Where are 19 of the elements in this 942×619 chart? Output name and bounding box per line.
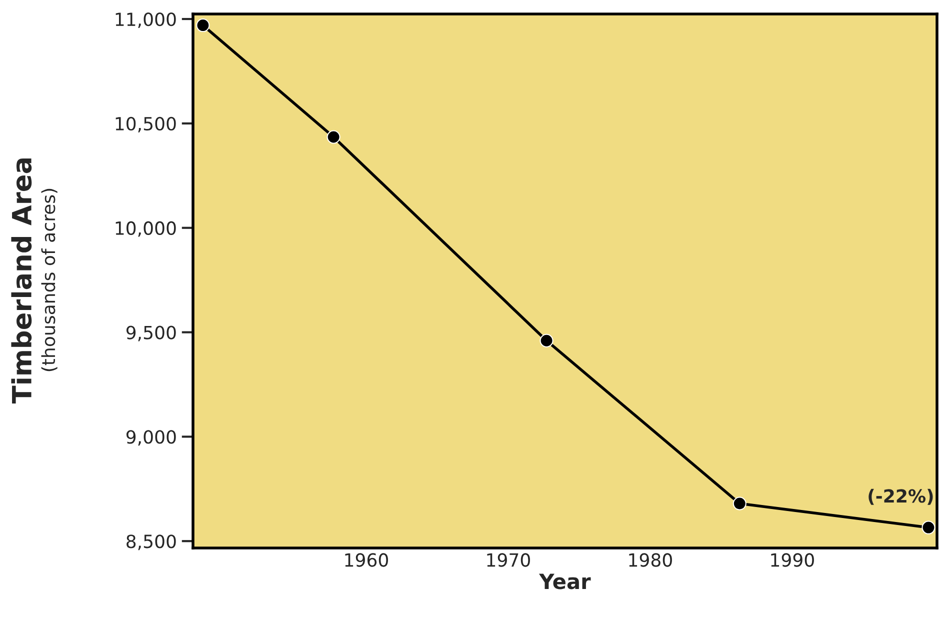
point bbox=[732, 496, 746, 510]
y-axis-title: Timberland Area bbox=[11, 158, 32, 404]
point bbox=[326, 130, 340, 144]
y-tick-label: 10,500 bbox=[116, 116, 176, 132]
point bbox=[540, 334, 554, 348]
x-tick-label: 1960 bbox=[345, 553, 388, 567]
y-tick-label: 10,000 bbox=[116, 221, 176, 237]
y-tick-label: 11,000 bbox=[116, 12, 176, 28]
y-tick-label: 9,000 bbox=[126, 430, 176, 446]
x-tick-label: 1980 bbox=[629, 553, 672, 567]
x-axis-title: Year bbox=[538, 574, 591, 590]
x-tick-label: 1990 bbox=[771, 553, 814, 567]
x-tick-label: 1970 bbox=[487, 553, 530, 567]
annotation: (-22%) bbox=[868, 488, 933, 505]
point bbox=[922, 520, 936, 534]
y-tick-label: 8,500 bbox=[126, 534, 176, 550]
text: (thousands of acres) bbox=[41, 188, 58, 372]
y-tick-label: 9,500 bbox=[126, 326, 176, 342]
point bbox=[196, 18, 210, 32]
